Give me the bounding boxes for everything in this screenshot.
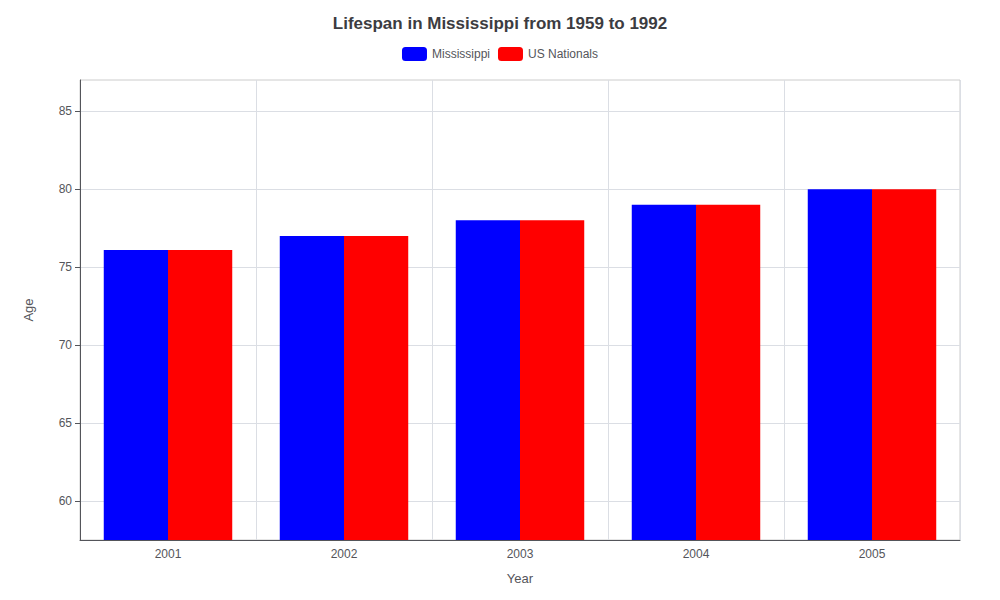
svg-text:2005: 2005 <box>859 547 886 561</box>
svg-text:Mississippi: Mississippi <box>432 47 490 61</box>
svg-text:Age: Age <box>21 298 36 321</box>
svg-text:65: 65 <box>59 416 73 430</box>
svg-text:70: 70 <box>59 338 73 352</box>
svg-text:2001: 2001 <box>155 547 182 561</box>
svg-text:Lifespan in Mississippi from 1: Lifespan in Mississippi from 1959 to 199… <box>333 14 667 33</box>
svg-text:2004: 2004 <box>683 547 710 561</box>
svg-text:US Nationals: US Nationals <box>528 47 598 61</box>
svg-text:85: 85 <box>59 104 73 118</box>
svg-text:75: 75 <box>59 260 73 274</box>
svg-text:2002: 2002 <box>331 547 358 561</box>
svg-text:60: 60 <box>59 494 73 508</box>
svg-text:80: 80 <box>59 182 73 196</box>
svg-text:2003: 2003 <box>507 547 534 561</box>
svg-text:Year: Year <box>507 571 534 586</box>
